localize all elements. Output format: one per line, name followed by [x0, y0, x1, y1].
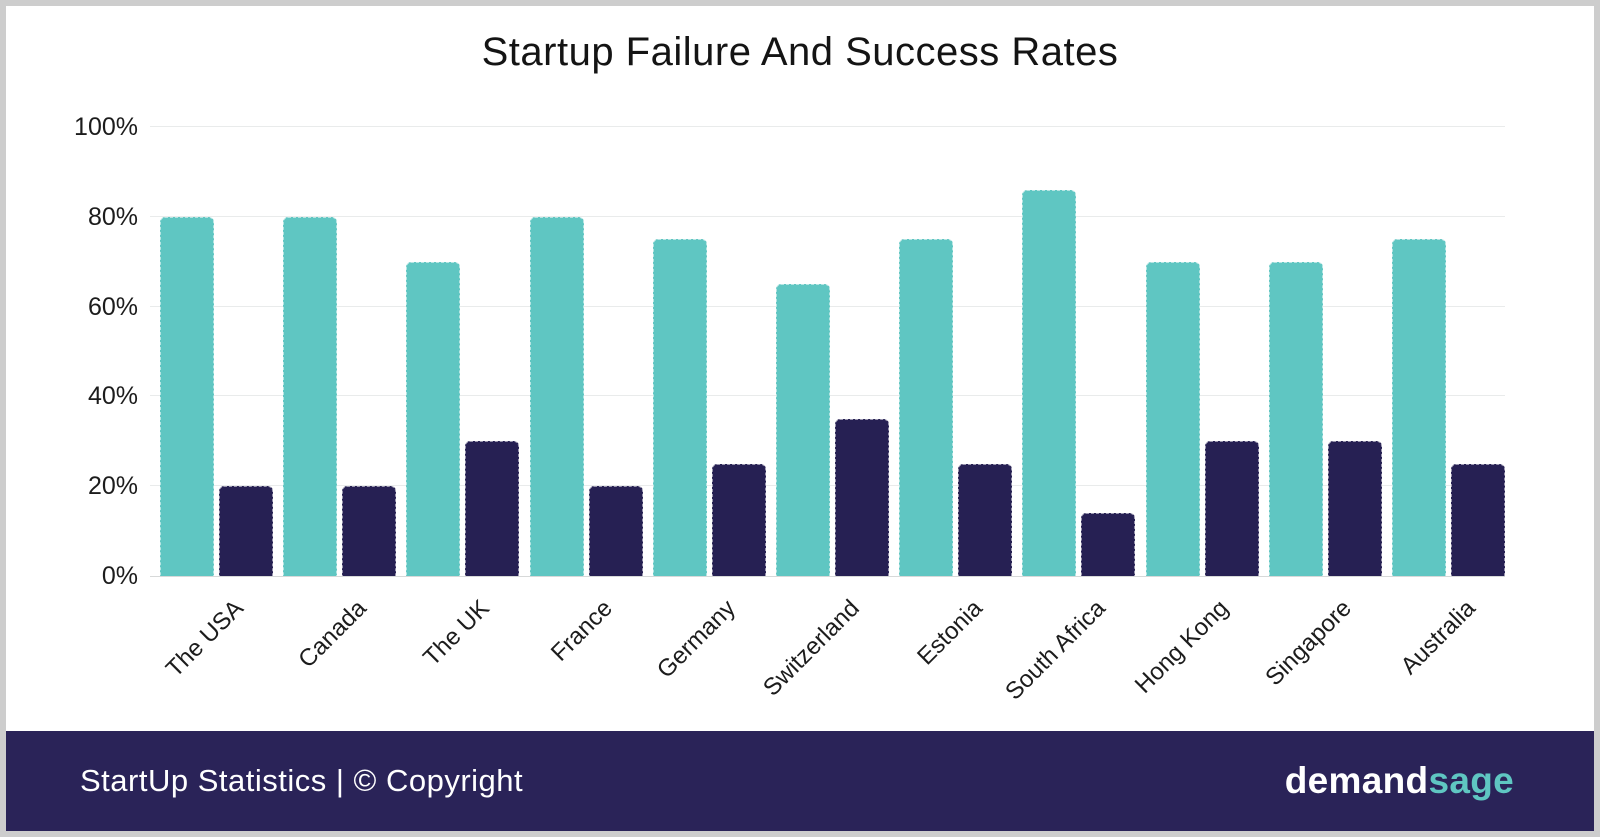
bar-group-hong-kong — [1145, 127, 1259, 576]
gridline-0 — [150, 576, 1505, 577]
bar-group-singapore — [1268, 127, 1382, 576]
y-axis-tick-label: 100% — [74, 113, 138, 141]
failure-rate-bar — [899, 239, 954, 576]
success-rate-bar — [1081, 513, 1136, 576]
failure-rate-bar — [529, 216, 584, 576]
footer-credit-text: StartUp Statistics | © Copyright — [80, 763, 524, 798]
y-axis-tick-label: 80% — [87, 202, 138, 231]
chart-title: Startup Failure And Success Rates — [481, 30, 1119, 74]
bar-group-south-africa — [1022, 127, 1136, 576]
bar-group-estonia — [899, 127, 1013, 576]
failure-rate-bar — [1145, 261, 1200, 576]
success-rate-bar — [342, 486, 397, 576]
gridline-80 — [150, 215, 1505, 217]
bar-chart-plot-area: 0% 20% 40% 60% 80% 100% The USA Canada The UK Fra… — [74, 113, 1505, 705]
failure-rate-bar — [406, 261, 461, 576]
brand-logo-demand: demand — [1284, 760, 1429, 801]
y-axis-tick-label: 20% — [87, 472, 138, 501]
bar-group-germany — [652, 127, 766, 576]
bar-group-the-usa — [160, 127, 273, 576]
success-rate-bar — [588, 486, 643, 576]
bar-group-canada — [283, 127, 397, 576]
failure-rate-bar — [652, 239, 707, 576]
failure-rate-bar — [1268, 261, 1323, 576]
y-axis-tick-label: 40% — [87, 382, 138, 411]
bar-group-australia — [1392, 127, 1505, 576]
success-rate-bar — [219, 486, 273, 576]
y-axis-tick-label: 0% — [101, 562, 138, 590]
success-rate-bar — [1327, 441, 1382, 576]
failure-rate-bar — [160, 216, 214, 576]
success-rate-bar — [1204, 441, 1259, 576]
failure-rate-bar — [1022, 189, 1077, 576]
brand-logo-sage: sage — [1428, 760, 1514, 801]
gridline-100 — [150, 126, 1505, 127]
bar-group-france — [529, 127, 643, 576]
success-rate-bar — [1451, 463, 1505, 576]
bar-group-switzerland — [776, 127, 889, 576]
failure-rate-bar — [283, 216, 338, 576]
success-rate-bar — [958, 463, 1013, 576]
success-rate-bar — [711, 463, 766, 576]
failure-rate-bar — [1392, 239, 1446, 576]
bar-group-the-uk — [406, 127, 520, 576]
failure-rate-bar — [776, 284, 830, 576]
footer-bar: StartUp Statistics | © Copyright demands… — [6, 731, 1594, 831]
success-rate-bar — [465, 441, 520, 576]
brand-logo: demandsage — [1285, 760, 1514, 802]
y-axis-tick-label: 60% — [87, 292, 138, 321]
success-rate-bar — [835, 418, 889, 576]
